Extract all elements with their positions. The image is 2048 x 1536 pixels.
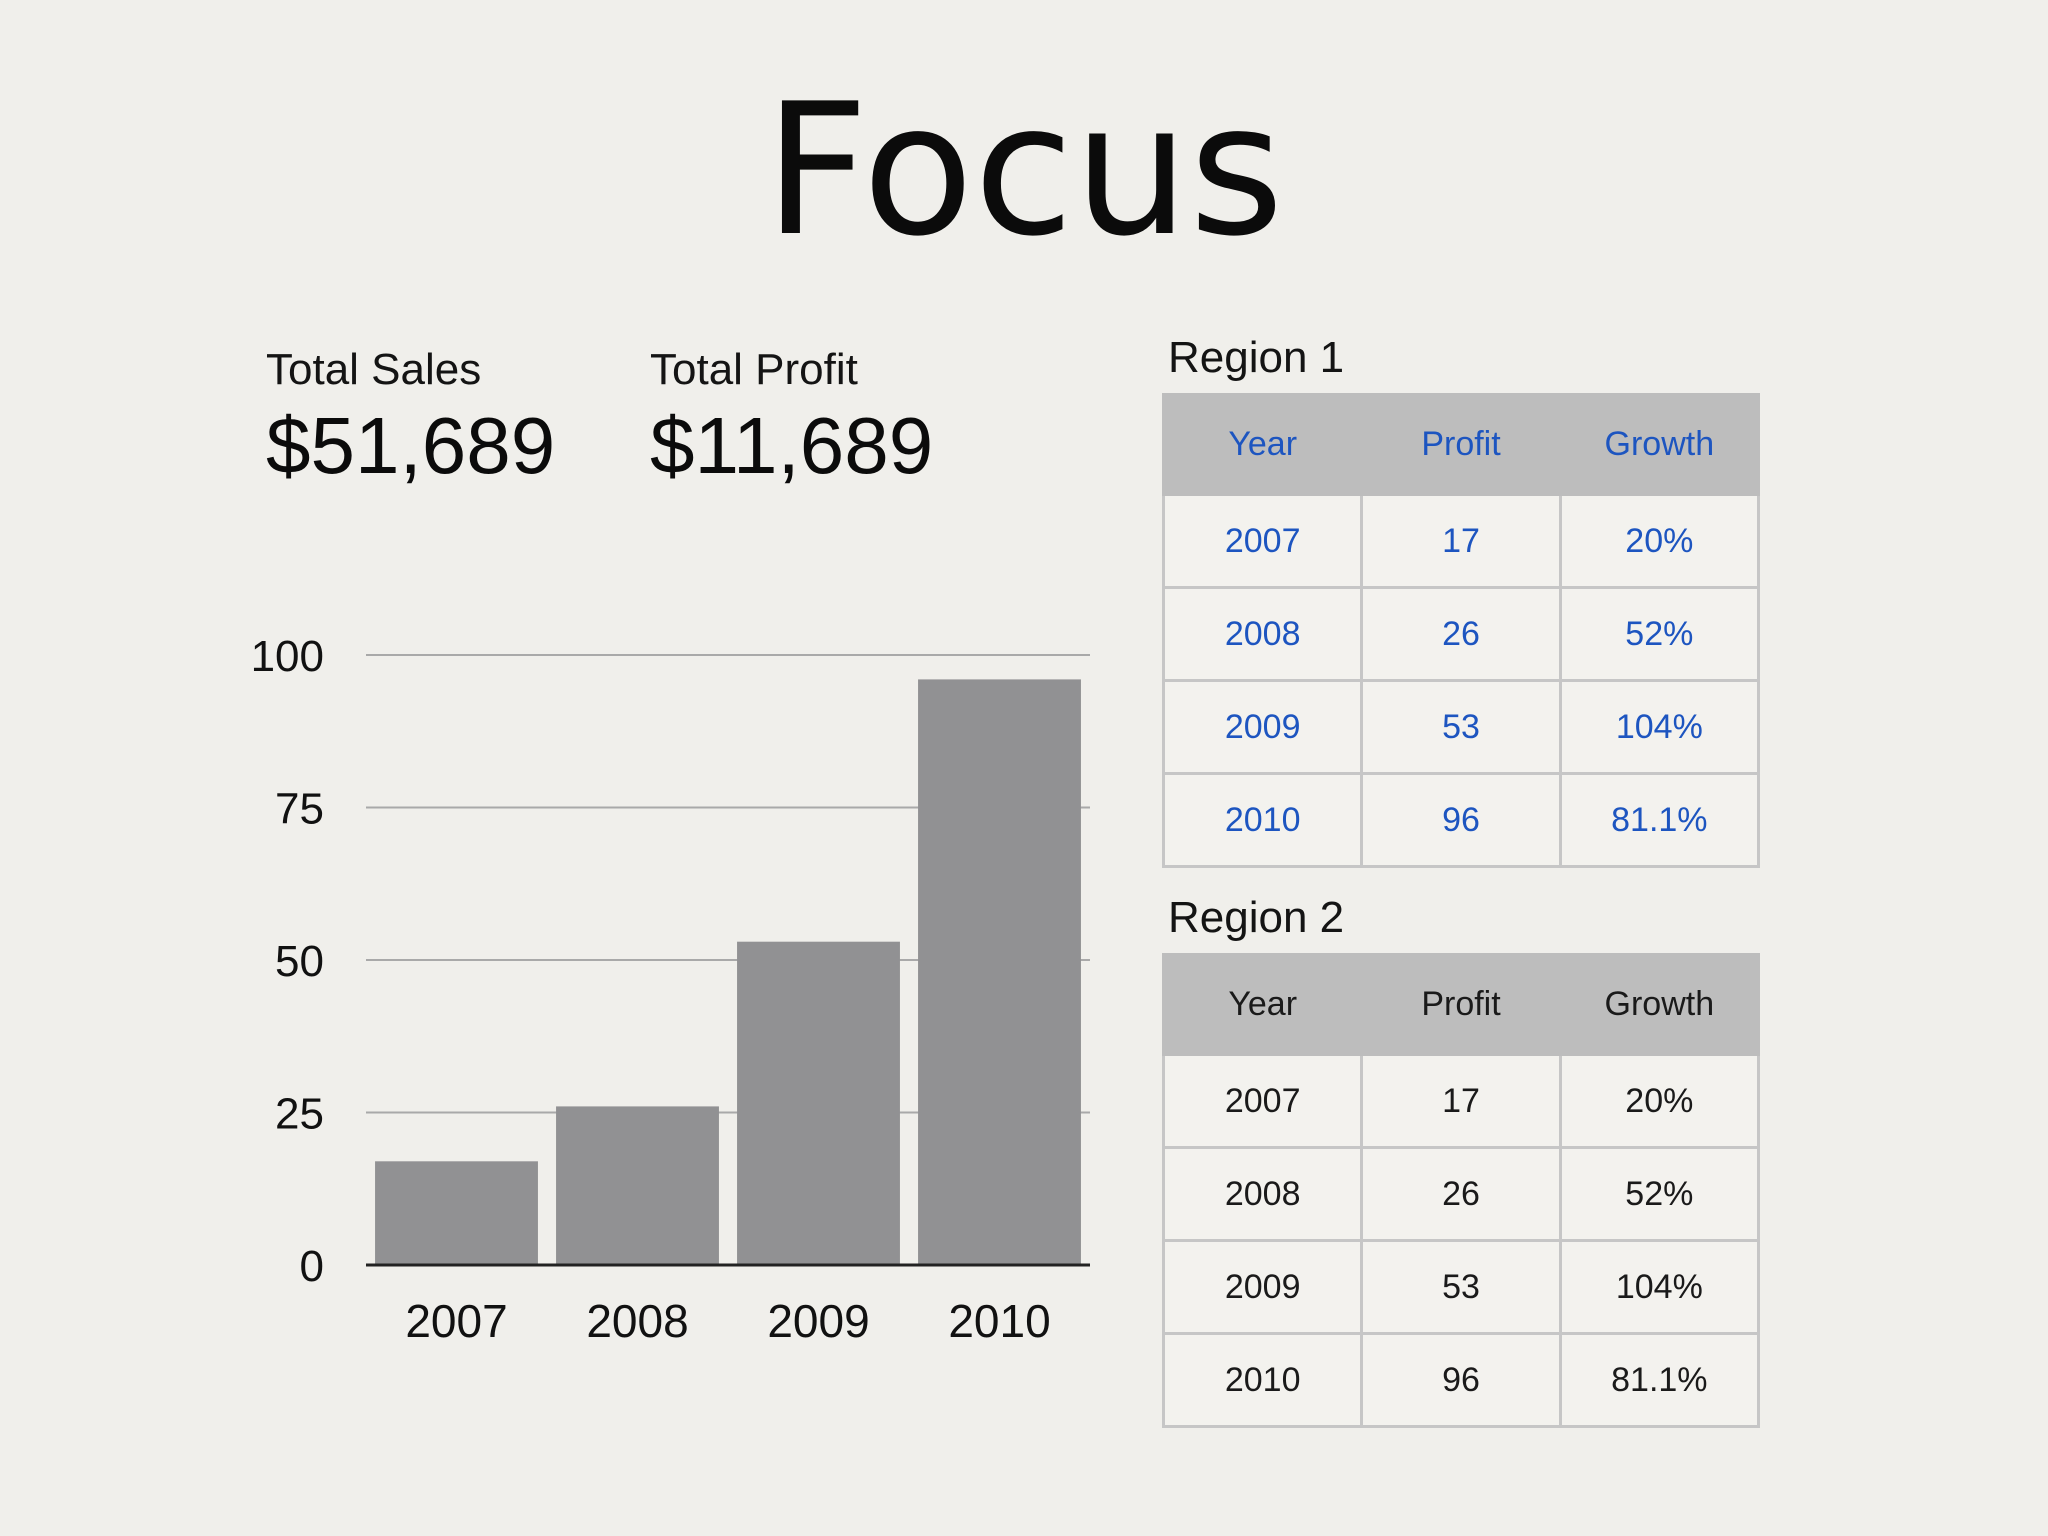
slide-title: Focus bbox=[764, 64, 1284, 276]
cell-growth: 81.1% bbox=[1558, 1332, 1761, 1428]
x-tick-label: 2010 bbox=[948, 1295, 1050, 1347]
header-year: Year bbox=[1161, 953, 1364, 1056]
y-tick-label: 100 bbox=[251, 632, 324, 681]
table-header-row: Year Profit Growth bbox=[1161, 953, 1761, 1056]
x-tick-label: 2008 bbox=[586, 1295, 688, 1347]
header-year: Year bbox=[1161, 393, 1364, 496]
cell-profit: 17 bbox=[1360, 1053, 1562, 1149]
cell-year: 2008 bbox=[1161, 586, 1364, 682]
bar-chart-svg: 0 25 50 75 100 2007 2008 2009 2010 bbox=[251, 632, 1090, 1347]
cell-profit: 96 bbox=[1360, 1332, 1562, 1428]
cell-profit: 53 bbox=[1360, 679, 1562, 775]
y-tick-label: 0 bbox=[300, 1242, 324, 1291]
total-profit-label: Total Profit bbox=[650, 345, 858, 394]
region-1-table: Year Profit Growth 2007 17 20% 2008 26 5… bbox=[1161, 393, 1761, 868]
table-row: 2008 26 52% bbox=[1161, 586, 1761, 682]
header-profit: Profit bbox=[1360, 393, 1562, 496]
y-tick-label: 75 bbox=[275, 785, 324, 834]
region-2-title: Region 2 bbox=[1168, 893, 1345, 942]
table-row: 2007 17 20% bbox=[1161, 493, 1761, 589]
y-tick-label: 25 bbox=[275, 1090, 324, 1139]
cell-year: 2009 bbox=[1161, 1239, 1364, 1335]
cell-profit: 26 bbox=[1360, 1146, 1562, 1242]
region-1-panel: Region 1 Year Profit Growth 2007 17 20% … bbox=[1161, 333, 1761, 868]
total-sales-label: Total Sales bbox=[266, 345, 482, 394]
kpi-total-profit: Total Profit $11,689 bbox=[650, 345, 933, 491]
table-row: 2007 17 20% bbox=[1161, 1053, 1761, 1149]
x-tick-label: 2007 bbox=[405, 1295, 507, 1347]
cell-year: 2010 bbox=[1161, 1332, 1364, 1428]
table-header-row: Year Profit Growth bbox=[1161, 393, 1761, 496]
table-row: 2010 96 81.1% bbox=[1161, 772, 1761, 868]
kpi-total-sales: Total Sales $51,689 bbox=[266, 345, 555, 491]
cell-growth: 52% bbox=[1558, 1146, 1761, 1242]
cell-growth: 20% bbox=[1558, 493, 1761, 589]
cell-year: 2009 bbox=[1161, 679, 1364, 775]
cell-growth: 104% bbox=[1558, 1239, 1761, 1335]
table-row: 2008 26 52% bbox=[1161, 1146, 1761, 1242]
cell-year: 2007 bbox=[1161, 493, 1364, 589]
cell-growth: 52% bbox=[1558, 586, 1761, 682]
table-row: 2009 53 104% bbox=[1161, 1239, 1761, 1335]
cell-growth: 20% bbox=[1558, 1053, 1761, 1149]
total-sales-value: $51,689 bbox=[266, 401, 556, 490]
header-growth: Growth bbox=[1558, 393, 1761, 496]
region-2-panel: Region 2 Year Profit Growth 2007 17 20% … bbox=[1161, 893, 1761, 1428]
cell-year: 2010 bbox=[1161, 772, 1364, 868]
profit-bar-chart: 0 25 50 75 100 2007 2008 2009 2010 bbox=[230, 600, 1110, 1360]
bar bbox=[737, 941, 900, 1265]
cell-growth: 81.1% bbox=[1558, 772, 1761, 868]
cell-year: 2007 bbox=[1161, 1053, 1364, 1149]
bar bbox=[375, 1161, 538, 1265]
bar bbox=[556, 1106, 719, 1265]
cell-profit: 53 bbox=[1360, 1239, 1562, 1335]
cell-profit: 96 bbox=[1360, 772, 1562, 868]
cell-year: 2008 bbox=[1161, 1146, 1364, 1242]
header-growth: Growth bbox=[1558, 953, 1761, 1056]
cell-profit: 26 bbox=[1360, 586, 1562, 682]
y-tick-label: 50 bbox=[275, 937, 324, 986]
region-2-table: Year Profit Growth 2007 17 20% 2008 26 5… bbox=[1161, 953, 1761, 1428]
header-profit: Profit bbox=[1360, 953, 1562, 1056]
cell-growth: 104% bbox=[1558, 679, 1761, 775]
region-1-title: Region 1 bbox=[1168, 333, 1345, 382]
table-row: 2009 53 104% bbox=[1161, 679, 1761, 775]
bar bbox=[918, 679, 1081, 1265]
x-tick-label: 2009 bbox=[767, 1295, 869, 1347]
table-row: 2010 96 81.1% bbox=[1161, 1332, 1761, 1428]
total-profit-value: $11,689 bbox=[650, 401, 934, 490]
cell-profit: 17 bbox=[1360, 493, 1562, 589]
